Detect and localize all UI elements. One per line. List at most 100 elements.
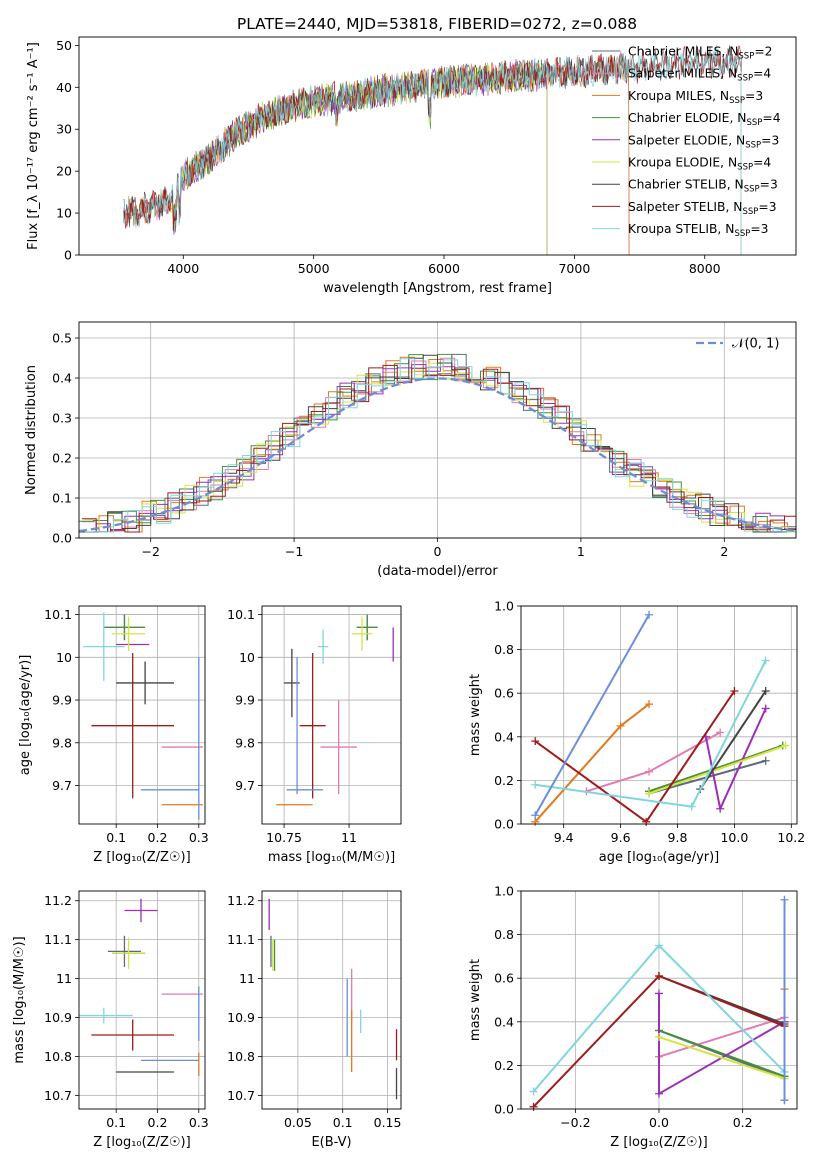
x-tick-label: 0.3 bbox=[189, 1115, 209, 1130]
legend-label-salpeter-miles-n-ssp-4: Salpeter MILES, NSSP=4 bbox=[628, 67, 771, 84]
y-tick-label: 0.0 bbox=[494, 1102, 514, 1117]
age-vs-mass-panel: 10.75 11 9.7 9.8 9.9 10 10.1 mass [log₁₀(M/M☉)] bbox=[227, 605, 402, 865]
x-tick-label: 0.2 bbox=[148, 1115, 168, 1130]
x-axis-label: Z [log₁₀(Z/Z☉)] bbox=[610, 1135, 707, 1150]
x-tick-label: 0.05 bbox=[284, 1115, 312, 1130]
x-tick-label: 10.75 bbox=[266, 830, 302, 845]
y-tick-label: 10.9 bbox=[227, 1010, 255, 1025]
legend-label-chabrier-miles-n-ssp-2: Chabrier MILES, NSSP=2 bbox=[628, 45, 772, 62]
x-axis-label: Z [log₁₀(Z/Z☉)] bbox=[93, 850, 190, 865]
y-tick-label: 1.0 bbox=[494, 884, 514, 899]
mass-weight-line-salpeter-stelib bbox=[534, 690, 736, 824]
mass-weight-marker-kroupa-miles bbox=[616, 721, 625, 730]
y-tick-label: 10.8 bbox=[44, 1049, 72, 1064]
plot-frame bbox=[78, 36, 797, 256]
gaussian-curve bbox=[79, 377, 796, 533]
x-tick-label: 4000 bbox=[167, 261, 199, 276]
y-tick-label: 0.2 bbox=[494, 773, 514, 788]
x-tick-label: −2 bbox=[141, 544, 159, 559]
y-tick-label: 9.8 bbox=[235, 735, 255, 750]
y-tick-label: 9.8 bbox=[52, 735, 72, 750]
mass-weight-marker-gauss bbox=[531, 811, 540, 820]
x-tick-label: 9.8 bbox=[668, 830, 688, 845]
mass-weight-marker-kroupa-stelib bbox=[531, 780, 540, 789]
mass-weight-line-salpeter-elodie bbox=[704, 708, 767, 812]
y-tick-label: 30 bbox=[56, 122, 72, 137]
x-tick-label: 2 bbox=[720, 544, 728, 559]
y-tick-label: 9.9 bbox=[52, 693, 72, 708]
mass-weight-marker-kroupa-stelib bbox=[529, 1087, 538, 1096]
mass-weight-marker-gauss bbox=[780, 1096, 789, 1105]
legend-label-salpeter-elodie-n-ssp-3: Salpeter ELODIE, NSSP=3 bbox=[628, 133, 779, 150]
mass-weight-line-chabrier-elodie bbox=[658, 1029, 785, 1078]
y-tick-label: 0.5 bbox=[52, 331, 72, 346]
y-axis-label: mass weight bbox=[468, 959, 483, 1041]
x-axis-label: mass [log₁₀(M/M☉)] bbox=[268, 850, 395, 865]
mass-weight-marker-salpeter-elodie bbox=[655, 989, 663, 998]
mass-vs-metallicity-panel: 0.1 0.2 0.3 10.7 10.8 10.9 11 11.1 11.2 Z [log₁₀(… bbox=[12, 890, 209, 1150]
x-axis-label: Z [log₁₀(Z/Z☉)] bbox=[93, 1135, 190, 1150]
x-tick-label: 6000 bbox=[428, 261, 460, 276]
legend-label-gaussian: 𝒩(0, 1) bbox=[732, 337, 779, 352]
y-tick-label: 11.2 bbox=[227, 893, 255, 908]
y-tick-label: 11.1 bbox=[44, 932, 72, 947]
x-tick-label: 0.3 bbox=[189, 830, 209, 845]
legend-label-kroupa-miles-n-ssp-3: Kroupa MILES, NSSP=3 bbox=[628, 89, 763, 106]
y-tick-label: 0.0 bbox=[52, 531, 72, 546]
legend-label-chabrier-stelib-n-ssp-3: Chabrier STELIB, NSSP=3 bbox=[628, 178, 778, 195]
y-axis-label: Flux [f_λ 10⁻¹⁷ erg cm⁻² s⁻¹ A⁻¹] bbox=[26, 42, 41, 250]
y-tick-label: 50 bbox=[56, 38, 72, 53]
y-tick-label: 10.1 bbox=[44, 607, 72, 622]
y-tick-label: 0.1 bbox=[52, 491, 72, 506]
y-tick-label: 0.4 bbox=[494, 1014, 514, 1029]
x-axis-label: age [log₁₀(age/yr)] bbox=[599, 850, 720, 865]
spectrum-line-kroupa-stelib-n-ssp-3 bbox=[123, 44, 742, 255]
plot-frame bbox=[520, 890, 798, 1110]
x-tick-label: 8000 bbox=[689, 261, 721, 276]
mass-weight-marker-gauss bbox=[645, 610, 654, 619]
y-tick-label: 0.3 bbox=[52, 411, 72, 426]
x-tick-label: 0.1 bbox=[106, 1115, 126, 1130]
residual-histogram-kroupa-stelib bbox=[84, 358, 796, 533]
plot-frame bbox=[261, 605, 402, 825]
mass-weight-line-kroupa-miles bbox=[534, 703, 650, 823]
y-tick-label: 20 bbox=[56, 164, 72, 179]
legend-label-salpeter-stelib-n-ssp-3: Salpeter STELIB, NSSP=3 bbox=[628, 200, 777, 217]
plot-frame bbox=[261, 890, 402, 1110]
x-tick-label: 5000 bbox=[298, 261, 330, 276]
mass-weight-marker-kroupa-elodie bbox=[781, 741, 790, 750]
y-tick-label: 0.6 bbox=[494, 686, 514, 701]
mass-weight-marker-salpeter-elodie bbox=[716, 804, 725, 813]
y-tick-label: 0.4 bbox=[494, 729, 514, 744]
y-axis-label: age [log₁₀(age/yr)] bbox=[18, 655, 33, 776]
mass-weight-marker-kroupa-stelib bbox=[687, 802, 696, 811]
y-tick-label: 0.8 bbox=[494, 642, 514, 657]
x-tick-label: 0.1 bbox=[333, 1115, 353, 1130]
mass-weight-marker-gauss bbox=[780, 895, 789, 904]
y-tick-label: 10 bbox=[56, 650, 72, 665]
y-tick-label: 0.0 bbox=[494, 817, 514, 832]
legend-label-kroupa-elodie-n-ssp-4: Kroupa ELODIE, NSSP=4 bbox=[628, 156, 771, 173]
plot-frame bbox=[78, 321, 797, 539]
x-tick-label: 0.2 bbox=[733, 1115, 753, 1130]
legend-label-kroupa-stelib-n-ssp-3: Kroupa STELIB, NSSP=3 bbox=[628, 222, 769, 239]
x-axis-label: (data-model)/error bbox=[377, 564, 498, 579]
residual-histogram-salpeter-elodie bbox=[81, 364, 796, 533]
residual-histogram-salpeter-miles bbox=[81, 357, 796, 533]
spectrum-line-kroupa-elodie-n-ssp-4 bbox=[171, 59, 548, 255]
residuals-panel: −2 −1 0 1 2 0.0 0.1 0.2 0.3 0.4 0.5 (data-model)/er… bbox=[24, 321, 797, 579]
age-vs-metallicity-panel: 0.1 0.2 0.3 9.7 9.8 9.9 10 10.1 Z [log₁₀(Z/Z☉)] a… bbox=[18, 605, 209, 865]
y-axis-label: mass [log₁₀(M/M☉)] bbox=[12, 936, 27, 1063]
y-tick-label: 10 bbox=[56, 206, 72, 221]
x-tick-label: 7000 bbox=[558, 261, 590, 276]
x-tick-label: 0.0 bbox=[649, 1115, 669, 1130]
residual-histogram-salpeter-stelib bbox=[81, 364, 796, 533]
y-tick-label: 0.2 bbox=[52, 451, 72, 466]
y-tick-label: 0 bbox=[64, 248, 72, 263]
x-tick-label: 10.2 bbox=[777, 830, 805, 845]
x-tick-label: 10.0 bbox=[720, 830, 748, 845]
mass-weight-marker-chabrier-stelib bbox=[761, 687, 770, 696]
y-tick-label: 10.8 bbox=[227, 1049, 255, 1064]
mass-weight-marker-kroupa-elodie bbox=[655, 1033, 663, 1042]
x-tick-label: 0 bbox=[434, 544, 442, 559]
